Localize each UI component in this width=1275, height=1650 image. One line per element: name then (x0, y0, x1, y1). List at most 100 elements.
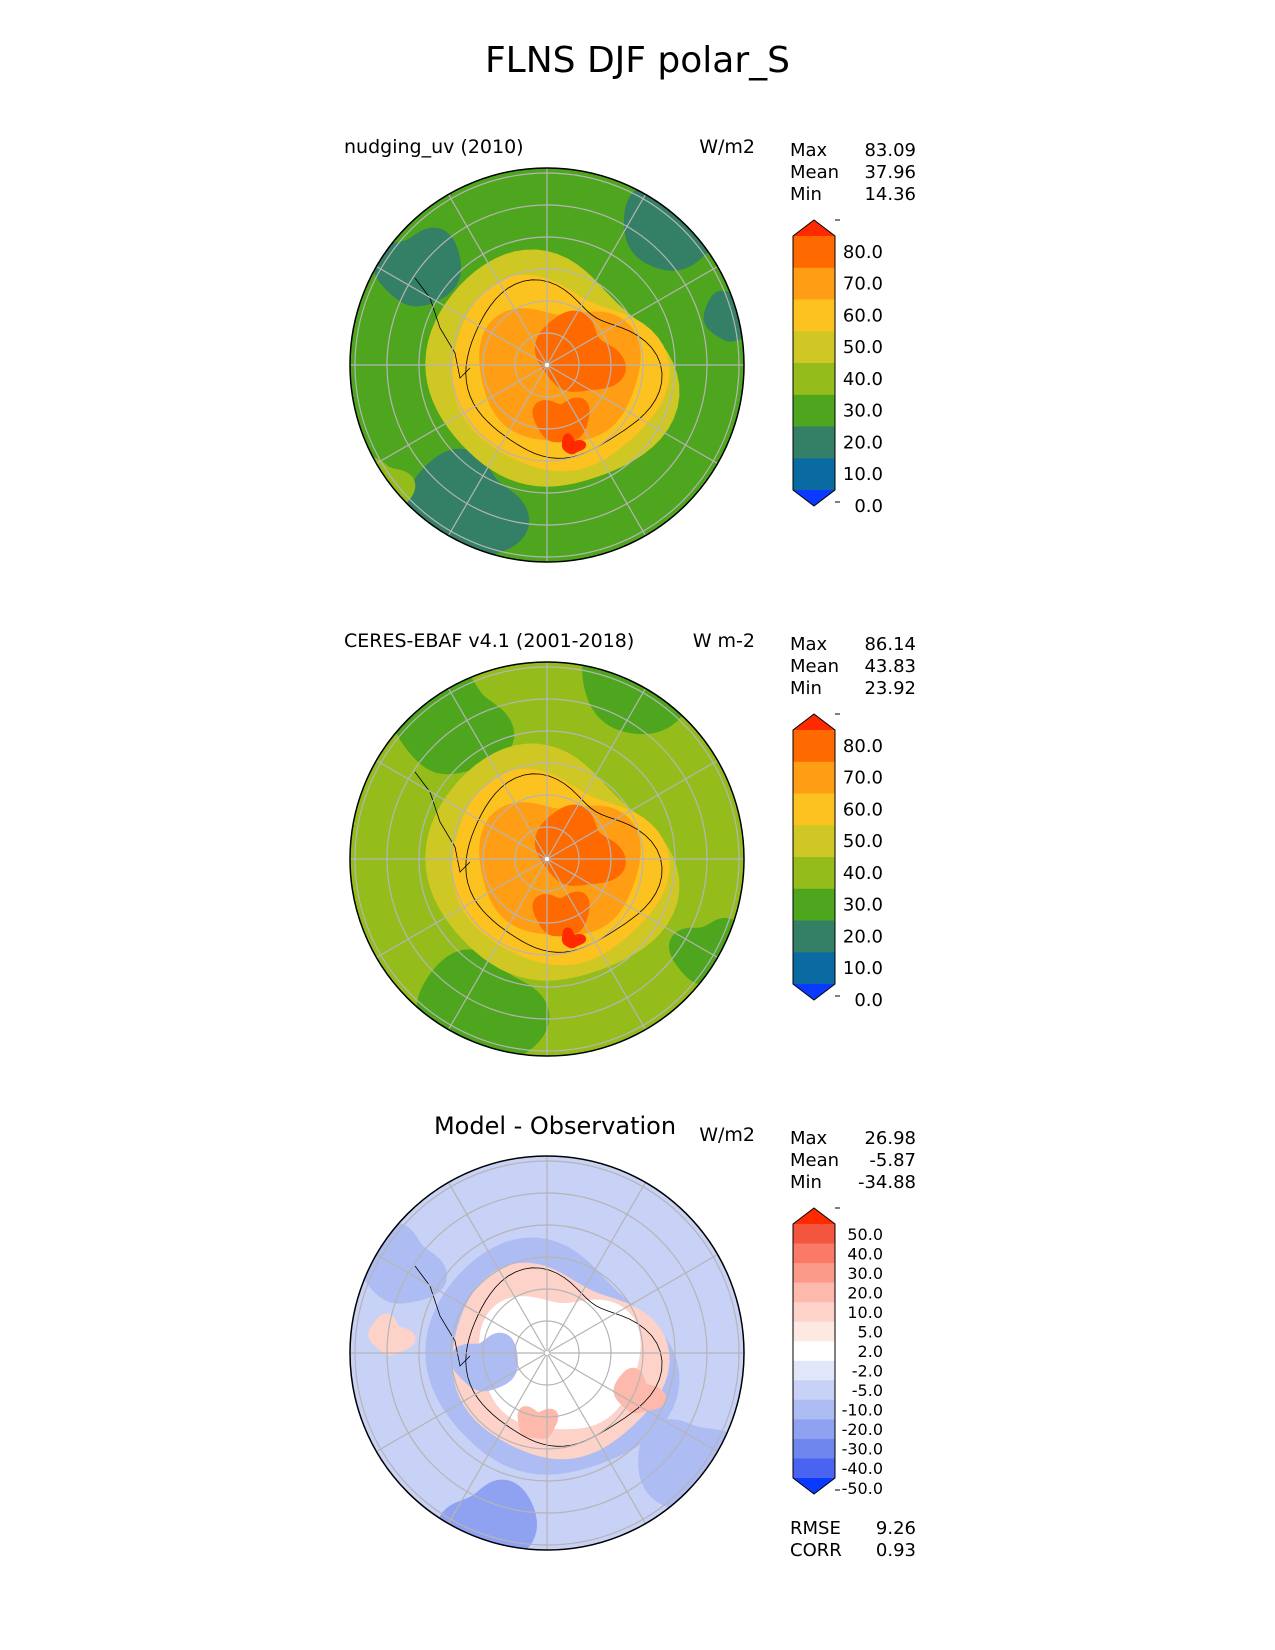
stat-label: Max (790, 634, 828, 655)
colorbar-segment (793, 299, 835, 332)
stat-value: -5.87 (869, 1150, 916, 1171)
colorbar-tick-label: 50.0 (843, 337, 883, 358)
colorbar-extend-bottom (793, 1478, 835, 1494)
colorbar-tick-label: 30.0 (843, 895, 883, 916)
colorbar-tick-label: 10.0 (843, 464, 883, 485)
colorbar-extend-bottom (793, 984, 835, 1000)
colorbar-tick-label: 10.0 (847, 1303, 883, 1322)
colorbar-segment (793, 857, 835, 890)
colorbar-segment (793, 888, 835, 922)
colorbar-segment (793, 331, 835, 364)
coastline (414, 1265, 471, 1367)
colorbar-tick-label: 0.0 (854, 990, 883, 1010)
colorbar-tick-label: 40.0 (843, 369, 883, 390)
colorbar-tick-label: 30.0 (847, 1264, 883, 1283)
colorbar: 50.040.030.020.010.05.02.0-2.0-5.0-10.0-… (792, 1207, 883, 1498)
panel-stats: Max 86.14 Mean 43.83 Min 23.92 (790, 634, 916, 700)
colorbar-tick-label: -20.0 (842, 1420, 883, 1439)
panel-units: W/m2 (699, 1124, 755, 1146)
stat-value: 23.92 (864, 678, 916, 699)
colorbar-segment (793, 1302, 835, 1323)
stat-value: 14.36 (864, 184, 916, 205)
difference-metrics: RMSE 9.26 CORR 0.93 (790, 1518, 916, 1562)
colorbar-segment (793, 761, 835, 795)
panel-units: W/m2 (699, 136, 755, 158)
colorbar-tick-label: -10.0 (842, 1401, 883, 1420)
panel-stats: Max 26.98 Mean -5.87 Min -34.88 (790, 1128, 916, 1194)
panel-stats: Max 83.09 Mean 37.96 Min 14.36 (790, 140, 916, 206)
stat-value: 43.83 (864, 656, 916, 677)
colorbar-segment (793, 363, 835, 396)
colorbar-segment (793, 1458, 835, 1479)
colorbar-segment (793, 236, 835, 269)
colorbar-tick-label: 80.0 (843, 242, 883, 263)
stat-label: Mean (790, 656, 840, 677)
map-boundary (349, 167, 745, 563)
stat-label: Mean (790, 1150, 840, 1171)
colorbar-tick-label: 60.0 (843, 799, 883, 820)
colorbar-segment (793, 1360, 835, 1381)
colorbar-tick-label: 70.0 (843, 274, 883, 295)
field-max (561, 927, 587, 949)
colorbar-segment (793, 1321, 835, 1342)
stat-label: Mean (790, 162, 840, 183)
field-patch (368, 1313, 416, 1356)
colorbar-tick-label: 5.0 (858, 1323, 883, 1342)
colorbar-segment (793, 825, 835, 858)
colorbar-tick-label: -40.0 (842, 1459, 883, 1478)
colorbar-segment (793, 1263, 835, 1284)
colorbar-segment (793, 920, 835, 953)
colorbar-extend-bottom (793, 490, 835, 506)
colorbar: 80.0 70.0 60.0 50.0 40.0 30.0 20.0 10.0 0.0 (792, 713, 883, 1010)
pole-marker (545, 857, 549, 861)
colorbar: 80.0 70.0 60.0 50.0 40.0 30.0 20.0 10.0 0.0 (792, 219, 883, 516)
map-boundary (349, 1155, 745, 1551)
colorbar-tick-label: 20.0 (843, 926, 883, 947)
colorbar-outline (792, 219, 836, 507)
stat-value: 37.96 (864, 162, 916, 183)
panel-difference: Model - Observation W/m2 Max 26.98 Mean -5… (0, 1112, 1275, 1594)
polar-map (349, 1155, 745, 1551)
colorbar-tick-label: 40.0 (843, 863, 883, 884)
colorbar-segment (793, 1438, 835, 1459)
stat-value: 86.14 (864, 634, 916, 655)
colorbar-segment (793, 458, 835, 491)
colorbar-tick-label: 60.0 (843, 305, 883, 326)
colorbar-segment (793, 1243, 835, 1264)
colorbar-outline (792, 713, 836, 1001)
colorbar-tick-label: 50.0 (847, 1225, 883, 1244)
metric-value: 0.93 (875, 1540, 916, 1561)
field-interior (479, 1296, 641, 1430)
metric-label: CORR (790, 1540, 842, 1561)
colorbar-tick-label: 10.0 (843, 958, 883, 979)
metric-value: 9.26 (875, 1518, 916, 1539)
panel-left-title: nudging_uv (2010) (344, 136, 524, 158)
graticule (350, 662, 744, 1056)
panel-center-title: Model - Observation (433, 1112, 677, 1140)
stat-label: Min (790, 1172, 822, 1193)
metric-label: RMSE (790, 1518, 841, 1539)
colorbar-tick-label: 0.0 (854, 496, 883, 516)
colorbar-segment (793, 426, 835, 459)
pole-marker (545, 1351, 549, 1355)
figure-title: FLNS DJF polar_S (484, 40, 791, 81)
colorbar-outline (792, 1207, 836, 1495)
polar-map (349, 167, 745, 563)
stat-label: Max (790, 140, 828, 161)
polar-map (349, 661, 745, 1057)
stat-label: Max (790, 1128, 828, 1149)
colorbar-segment (793, 1282, 835, 1303)
colorbar-extend-top (793, 220, 835, 236)
field-patch (613, 1367, 667, 1414)
colorbar-tick-label: 2.0 (858, 1342, 883, 1361)
colorbar-segment (793, 730, 835, 763)
colorbar-tick-label: -5.0 (852, 1381, 883, 1400)
colorbar-tick-label: -30.0 (842, 1440, 883, 1459)
colorbar-segment (793, 793, 835, 826)
colorbar-segment (793, 267, 835, 301)
coastline (414, 277, 471, 379)
colorbar-tick-label: 20.0 (847, 1283, 883, 1302)
colorbar-segment (793, 952, 835, 985)
stat-value: 26.98 (864, 1128, 916, 1149)
map-boundary (349, 661, 745, 1057)
